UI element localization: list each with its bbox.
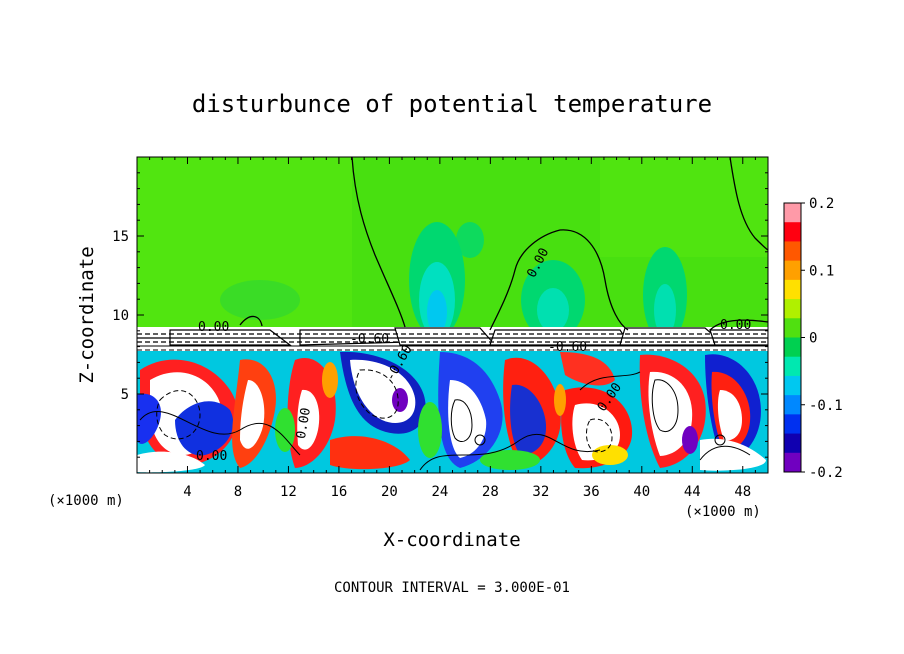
- x-tick-label: 48: [734, 484, 751, 500]
- colorbar-tick-label: -0.1: [809, 398, 843, 414]
- colorbar-tick-label: 0: [809, 331, 817, 347]
- x-tick-label: 8: [234, 484, 242, 500]
- x-tick-label: 4: [183, 484, 191, 500]
- contour-label: -0.60: [548, 340, 587, 355]
- x-tick-label: 40: [633, 484, 650, 500]
- inversion-band: [137, 327, 768, 351]
- colorbar-swatch: [784, 299, 801, 319]
- x-axis-title: X-coordinate: [383, 529, 520, 551]
- contour-label: 0.00: [196, 449, 227, 464]
- z-axis: 5 10 15: [112, 156, 768, 474]
- colorbar-swatch: [784, 356, 801, 377]
- colorbar-swatch: [784, 241, 801, 262]
- colorbar-swatch: [784, 375, 801, 396]
- contour-lines-lower: [139, 369, 751, 471]
- colorbar-swatch: [784, 452, 801, 473]
- plot-field: 0.00 0.00 0.00 0.00 0.00 0.00 -0.60 -0.6…: [137, 157, 768, 473]
- colorbar-swatch: [784, 433, 801, 454]
- x-tick-label: 44: [684, 484, 701, 500]
- colorbar-swatch: [784, 414, 801, 435]
- z-tick-label: 15: [112, 229, 129, 245]
- x-tick-label: 28: [482, 484, 499, 500]
- contour-label: 0.00: [198, 320, 229, 335]
- turbulent-eddies: [137, 351, 766, 473]
- colorbar-swatch: [784, 260, 801, 281]
- x-tick-label: 20: [381, 484, 398, 500]
- x-unit-left: (×1000 m): [48, 493, 124, 509]
- colorbar-swatch: [784, 395, 801, 415]
- chart-title: disturbunce of potential temperature: [192, 90, 712, 118]
- colorbar-swatch: [784, 222, 801, 242]
- colorbar-swatch: [784, 318, 801, 338]
- x-tick-label: 36: [583, 484, 600, 500]
- colorbar-tick-label: 0.1: [809, 263, 834, 279]
- colorbar-tick-label: -0.2: [809, 465, 843, 481]
- x-tick-label: 24: [431, 484, 448, 500]
- x-unit-right: (×1000 m): [685, 504, 761, 520]
- x-tick-label: 32: [532, 484, 549, 500]
- z-axis-title: Z-coordinate: [76, 246, 98, 383]
- contour-lines: [239, 157, 768, 331]
- contour-label: 0.00: [720, 318, 751, 333]
- contour-label: 0.00: [294, 407, 314, 440]
- colorbar-swatch: [784, 337, 801, 358]
- x-axis: 4 8 12 16 20 24 28 32 36 40 44 48: [136, 157, 769, 500]
- x-tick-label: 16: [330, 484, 347, 500]
- colorbar: 0.2 0.1 0 -0.1 -0.2: [783, 196, 843, 481]
- x-tick-label: 12: [280, 484, 297, 500]
- z-tick-label: 10: [112, 308, 129, 324]
- colorbar-swatch: [784, 279, 801, 300]
- contour-label: -0.60: [350, 332, 389, 347]
- contour-interval-note: CONTOUR INTERVAL = 3.000E-01: [334, 580, 570, 596]
- z-tick-label: 5: [121, 387, 129, 403]
- colorbar-tick-label: 0.2: [809, 196, 834, 212]
- colorbar-swatch: [784, 203, 801, 223]
